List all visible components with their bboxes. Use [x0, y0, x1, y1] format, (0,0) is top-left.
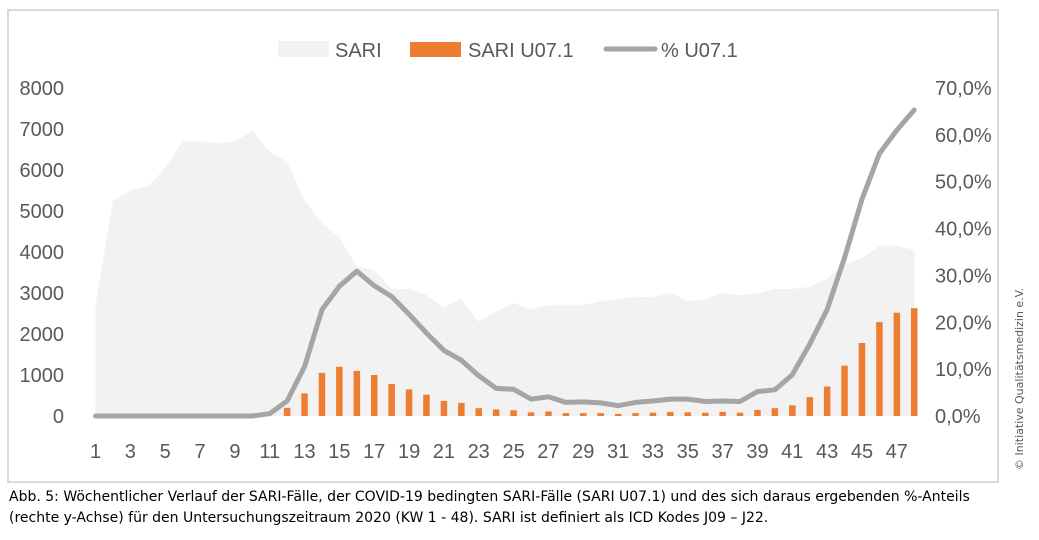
- bar-kw-39: [754, 409, 761, 416]
- x-tick: 11: [259, 441, 280, 463]
- bar-kw-44: [841, 365, 848, 416]
- bar-kw-33: [649, 412, 657, 416]
- sari-area-layer: [95, 131, 915, 416]
- y-right-tick: 10,0%: [935, 359, 992, 381]
- bar-kw-12: [283, 407, 291, 416]
- copyright-note: © Initiative Qualitätsmedizin e.V.: [1013, 287, 1026, 470]
- legend-swatch-sari-u071: [410, 42, 461, 57]
- x-tick: 31: [607, 441, 629, 463]
- y-left-tick: 1000: [20, 365, 65, 387]
- bar-kw-27: [545, 411, 552, 416]
- y-left-tick: 2000: [20, 324, 65, 346]
- bar-kw-25: [510, 410, 517, 416]
- bar-kw-47: [893, 312, 901, 416]
- y-left-tick: 6000: [20, 160, 65, 182]
- figure-caption: Abb. 5: Wöchentlicher Verlauf der SARI-F…: [9, 489, 970, 526]
- x-tick: 41: [781, 441, 803, 463]
- chart-svg: 0 1000 2000 3000 4000 5000 6000 7000 8000 0,0% 10,…: [20, 40, 992, 463]
- bar-kw-29: [580, 413, 587, 416]
- legend-label-sari: SARI: [335, 40, 382, 62]
- bar-kw-15: [336, 366, 343, 416]
- x-tick: 35: [677, 441, 699, 463]
- x-tick: 45: [851, 441, 873, 463]
- bar-kw-28: [562, 413, 570, 416]
- x-tick: 5: [160, 441, 171, 463]
- legend: SARI SARI U07.1 % U07.1: [278, 40, 738, 62]
- bar-kw-42: [806, 397, 813, 416]
- y-right-tick: 30,0%: [935, 265, 992, 287]
- bar-kw-41: [789, 405, 796, 416]
- x-tick: 47: [886, 441, 908, 463]
- bar-kw-14: [318, 372, 326, 416]
- pct-u071-line: [93, 107, 917, 419]
- bar-kw-18: [388, 384, 395, 416]
- sari-u071-bar-layer: [283, 308, 918, 416]
- y-left-tick: 8000: [20, 78, 65, 100]
- bar-kw-20: [423, 394, 430, 416]
- y-left-tick: 0: [53, 406, 64, 428]
- bar-kw-26: [527, 412, 535, 416]
- x-tick: 43: [816, 441, 838, 463]
- y-left-tick: 7000: [20, 119, 65, 141]
- y-right-tick: 70,0%: [935, 78, 992, 100]
- chart-frame: 0 1000 2000 3000 4000 5000 6000 7000 8000 0,0% 10,…: [7, 9, 999, 483]
- x-tick: 1: [90, 441, 101, 463]
- x-tick: 23: [468, 441, 490, 463]
- y-right-tick: 50,0%: [935, 172, 992, 194]
- x-tick: 9: [229, 441, 240, 463]
- x-tick: 13: [293, 441, 315, 463]
- pct-u071-line-layer: [93, 107, 917, 419]
- y-right-tick: 0,0%: [935, 406, 981, 428]
- bar-kw-19: [405, 389, 413, 416]
- bar-kw-32: [632, 413, 639, 416]
- x-tick: 25: [502, 441, 524, 463]
- x-tick: 21: [433, 441, 455, 463]
- x-tick: 29: [572, 441, 594, 463]
- bar-kw-35: [684, 412, 691, 416]
- x-tick: 39: [746, 441, 768, 463]
- bar-kw-48: [911, 308, 918, 416]
- axis-layer: 0 1000 2000 3000 4000 5000 6000 7000 8000 0,0% 10,…: [20, 78, 992, 463]
- x-tick: 15: [328, 441, 350, 463]
- y-left-tick: 3000: [20, 283, 65, 305]
- bar-kw-40: [771, 408, 779, 416]
- sari-area: [95, 131, 915, 416]
- bar-kw-13: [301, 393, 308, 416]
- bar-kw-43: [823, 386, 831, 416]
- x-tick: 3: [125, 441, 136, 463]
- y-right-tick: 20,0%: [935, 312, 992, 334]
- x-tick: 19: [398, 441, 420, 463]
- bar-kw-30: [597, 413, 604, 416]
- bar-kw-16: [353, 370, 361, 416]
- bar-kw-21: [440, 400, 448, 416]
- bar-kw-23: [475, 408, 482, 416]
- x-tick: 33: [642, 441, 664, 463]
- x-tick: 27: [537, 441, 559, 463]
- bar-kw-36: [702, 412, 709, 416]
- bar-kw-31: [614, 413, 622, 416]
- y-right-tick: 40,0%: [935, 219, 992, 241]
- y-left-tick: 4000: [20, 242, 65, 264]
- y-left-tick: 5000: [20, 201, 65, 223]
- x-tick: 17: [363, 441, 385, 463]
- bar-kw-24: [492, 409, 500, 416]
- bar-kw-46: [876, 322, 883, 416]
- bar-kw-37: [719, 411, 726, 416]
- y-right-tick: 60,0%: [935, 125, 992, 147]
- bar-kw-38: [736, 412, 744, 416]
- x-tick: 37: [711, 441, 733, 463]
- bar-kw-17: [371, 375, 378, 416]
- x-tick: 7: [194, 441, 205, 463]
- legend-swatch-sari: [278, 41, 329, 57]
- bar-kw-22: [458, 402, 465, 416]
- legend-label-sari-u071: SARI U07.1: [468, 40, 574, 62]
- bar-kw-34: [667, 411, 674, 416]
- bar-kw-45: [858, 343, 866, 416]
- legend-label-pct-u071: % U07.1: [661, 40, 738, 62]
